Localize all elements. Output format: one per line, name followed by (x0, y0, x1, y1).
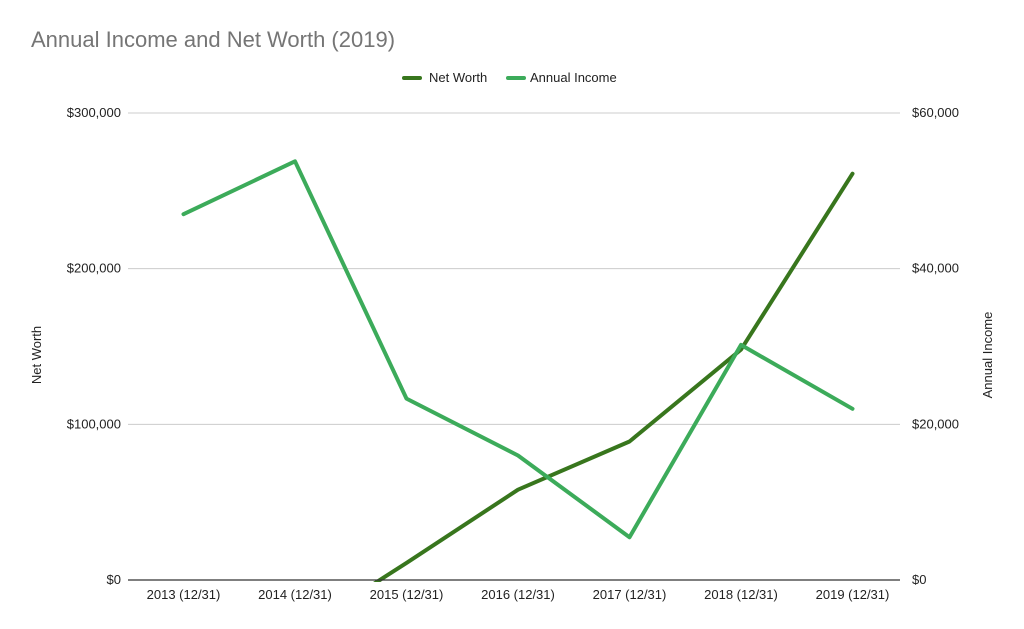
right-axis-title: Annual Income (980, 312, 995, 399)
legend-label: Net Worth (429, 70, 487, 85)
left-tick-label: $100,000 (67, 416, 121, 431)
x-axis-ticks: 2013 (12/31) 2014 (12/31) 2015 (12/31) 2016… (147, 587, 890, 602)
left-tick-label: $300,000 (67, 105, 121, 120)
x-tick-label: 2018 (12/31) (704, 587, 778, 602)
x-tick-label: 2016 (12/31) (481, 587, 555, 602)
x-tick-label: 2014 (12/31) (258, 587, 332, 602)
series-lines (181, 159, 855, 582)
right-tick-label: $20,000 (912, 416, 959, 431)
x-tick-label: 2017 (12/31) (593, 587, 667, 602)
right-axis-ticks: $0 $20,000 $40,000 $60,000 (912, 105, 959, 587)
series-line-annual-income (181, 159, 855, 540)
left-axis-title: Net Worth (29, 326, 44, 384)
chart-title: Annual Income and Net Worth (2019) (31, 27, 395, 52)
left-tick-label: $200,000 (67, 261, 121, 276)
right-tick-label: $40,000 (912, 261, 959, 276)
series-line-net-worth (373, 171, 855, 582)
right-tick-label: $60,000 (912, 105, 959, 120)
x-tick-label: 2015 (12/31) (370, 587, 444, 602)
left-tick-label: $0 (107, 572, 121, 587)
x-tick-label: 2019 (12/31) (816, 587, 890, 602)
gridlines (128, 112, 900, 425)
legend: Net Worth Annual Income (402, 70, 617, 85)
x-tick-label: 2013 (12/31) (147, 587, 221, 602)
legend-label: Annual Income (530, 70, 617, 85)
left-axis-ticks: $0 $100,000 $200,000 $300,000 (67, 105, 121, 587)
right-tick-label: $0 (912, 572, 926, 587)
